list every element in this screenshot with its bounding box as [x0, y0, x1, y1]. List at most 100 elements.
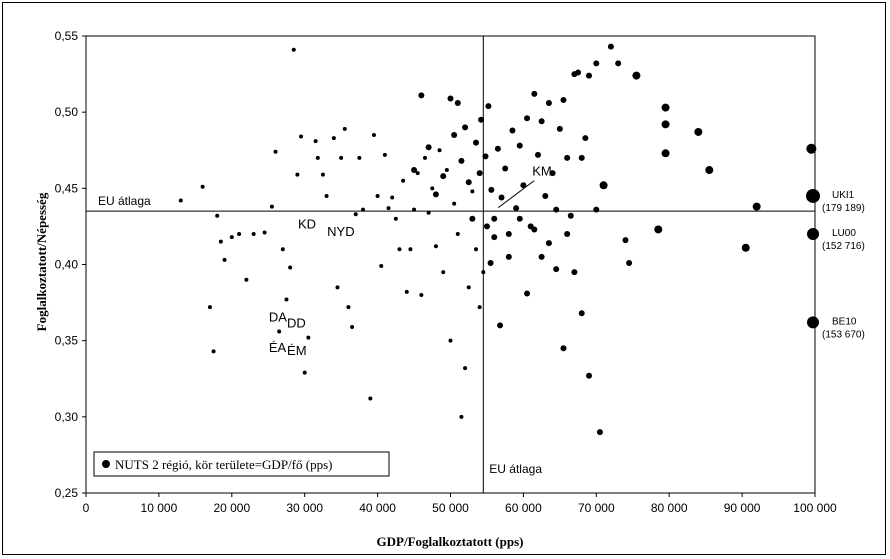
plot-area	[85, 35, 816, 494]
data-point	[382, 152, 387, 157]
y-tick-label: 0,35	[55, 334, 79, 348]
data-point	[463, 366, 468, 371]
data-point	[466, 285, 471, 290]
data-point	[353, 212, 358, 217]
data-point	[553, 266, 560, 273]
data-point	[599, 181, 608, 190]
data-point	[502, 165, 509, 172]
data-point	[368, 396, 373, 401]
data-point	[571, 269, 578, 276]
data-point	[485, 103, 492, 110]
data-point	[448, 338, 453, 343]
data-point	[494, 145, 501, 152]
data-point	[397, 247, 402, 252]
data-point	[418, 92, 425, 99]
data-point	[437, 148, 442, 153]
data-point	[582, 135, 589, 142]
data-point	[564, 231, 571, 238]
data-point	[237, 232, 242, 237]
data-point	[211, 349, 216, 354]
annotation-label: KD	[298, 216, 316, 231]
data-point	[273, 149, 278, 154]
data-point	[379, 264, 384, 269]
data-point	[807, 316, 819, 329]
data-point	[454, 100, 461, 107]
data-point	[578, 310, 585, 317]
x-axis-ticks: 0 10 000 20 000 30 000 40 000 50 000 60 000 70 …	[83, 493, 837, 515]
outlier-region-value: (152 716)	[822, 241, 865, 252]
data-point	[302, 370, 307, 375]
data-point	[470, 189, 475, 194]
data-point	[411, 167, 418, 174]
data-point	[545, 240, 552, 247]
data-point	[538, 253, 545, 260]
data-point	[346, 305, 351, 310]
y-tick-label: 0,40	[55, 258, 79, 272]
data-point	[339, 155, 344, 160]
data-point	[244, 277, 249, 282]
data-point	[534, 151, 541, 158]
x-axis-title: GDP/Foglalkoztatott (pps)	[377, 534, 524, 549]
data-point	[462, 124, 469, 131]
data-point	[607, 43, 614, 50]
data-point	[262, 230, 267, 235]
data-point	[474, 247, 479, 252]
data-point	[542, 192, 549, 199]
data-point	[694, 127, 703, 136]
outlier-region-name: BE10	[832, 316, 857, 327]
data-point	[277, 329, 282, 334]
x-tick-label: 20 000	[213, 501, 250, 515]
data-point	[335, 285, 340, 290]
data-point	[567, 212, 574, 219]
data-point	[488, 186, 495, 193]
outlier-region-name: LU00	[832, 228, 856, 239]
data-point	[661, 120, 670, 129]
y-tick-label: 0,55	[55, 29, 79, 43]
data-point	[497, 322, 504, 329]
data-point	[575, 69, 582, 76]
data-point	[451, 132, 458, 139]
data-point	[361, 207, 366, 212]
data-point	[476, 170, 483, 177]
data-point	[432, 191, 439, 198]
data-point	[280, 247, 285, 252]
data-point	[578, 154, 585, 161]
data-point	[295, 172, 300, 177]
data-point	[426, 210, 431, 215]
data-point	[482, 153, 489, 160]
data-point	[288, 265, 293, 270]
data-point	[350, 324, 355, 329]
data-point	[401, 178, 406, 183]
data-point	[269, 204, 274, 209]
data-point	[291, 47, 296, 52]
data-point	[284, 297, 289, 302]
data-point	[299, 134, 304, 139]
data-point	[661, 149, 670, 158]
annotation-label: ÉA	[269, 340, 287, 355]
x-tick-label: 0	[83, 501, 90, 515]
data-point	[465, 179, 472, 186]
data-point	[375, 193, 380, 198]
data-point	[469, 215, 476, 222]
data-point	[178, 198, 183, 203]
y-tick-label: 0,30	[55, 410, 79, 424]
data-point	[342, 126, 347, 131]
legend-box	[93, 451, 390, 477]
data-point	[654, 225, 663, 234]
data-point	[357, 155, 362, 160]
data-point	[458, 157, 465, 164]
annotation-label: DD	[287, 315, 306, 330]
data-point	[516, 142, 523, 149]
data-point	[498, 194, 505, 201]
data-point	[505, 231, 512, 238]
outlier-side-labels: UKI1 (179 189) LU00 (152 716) BE10 (153 670)	[822, 190, 865, 340]
data-point	[459, 414, 464, 419]
annotation-label: KM	[532, 164, 552, 179]
legend: NUTS 2 régió, kör területe=GDP/fő (pps)	[93, 451, 390, 477]
data-point	[615, 60, 622, 67]
data-point	[412, 207, 417, 212]
data-point	[586, 372, 593, 379]
data-point	[404, 289, 409, 294]
x-tick-label: 70 000	[578, 501, 615, 515]
